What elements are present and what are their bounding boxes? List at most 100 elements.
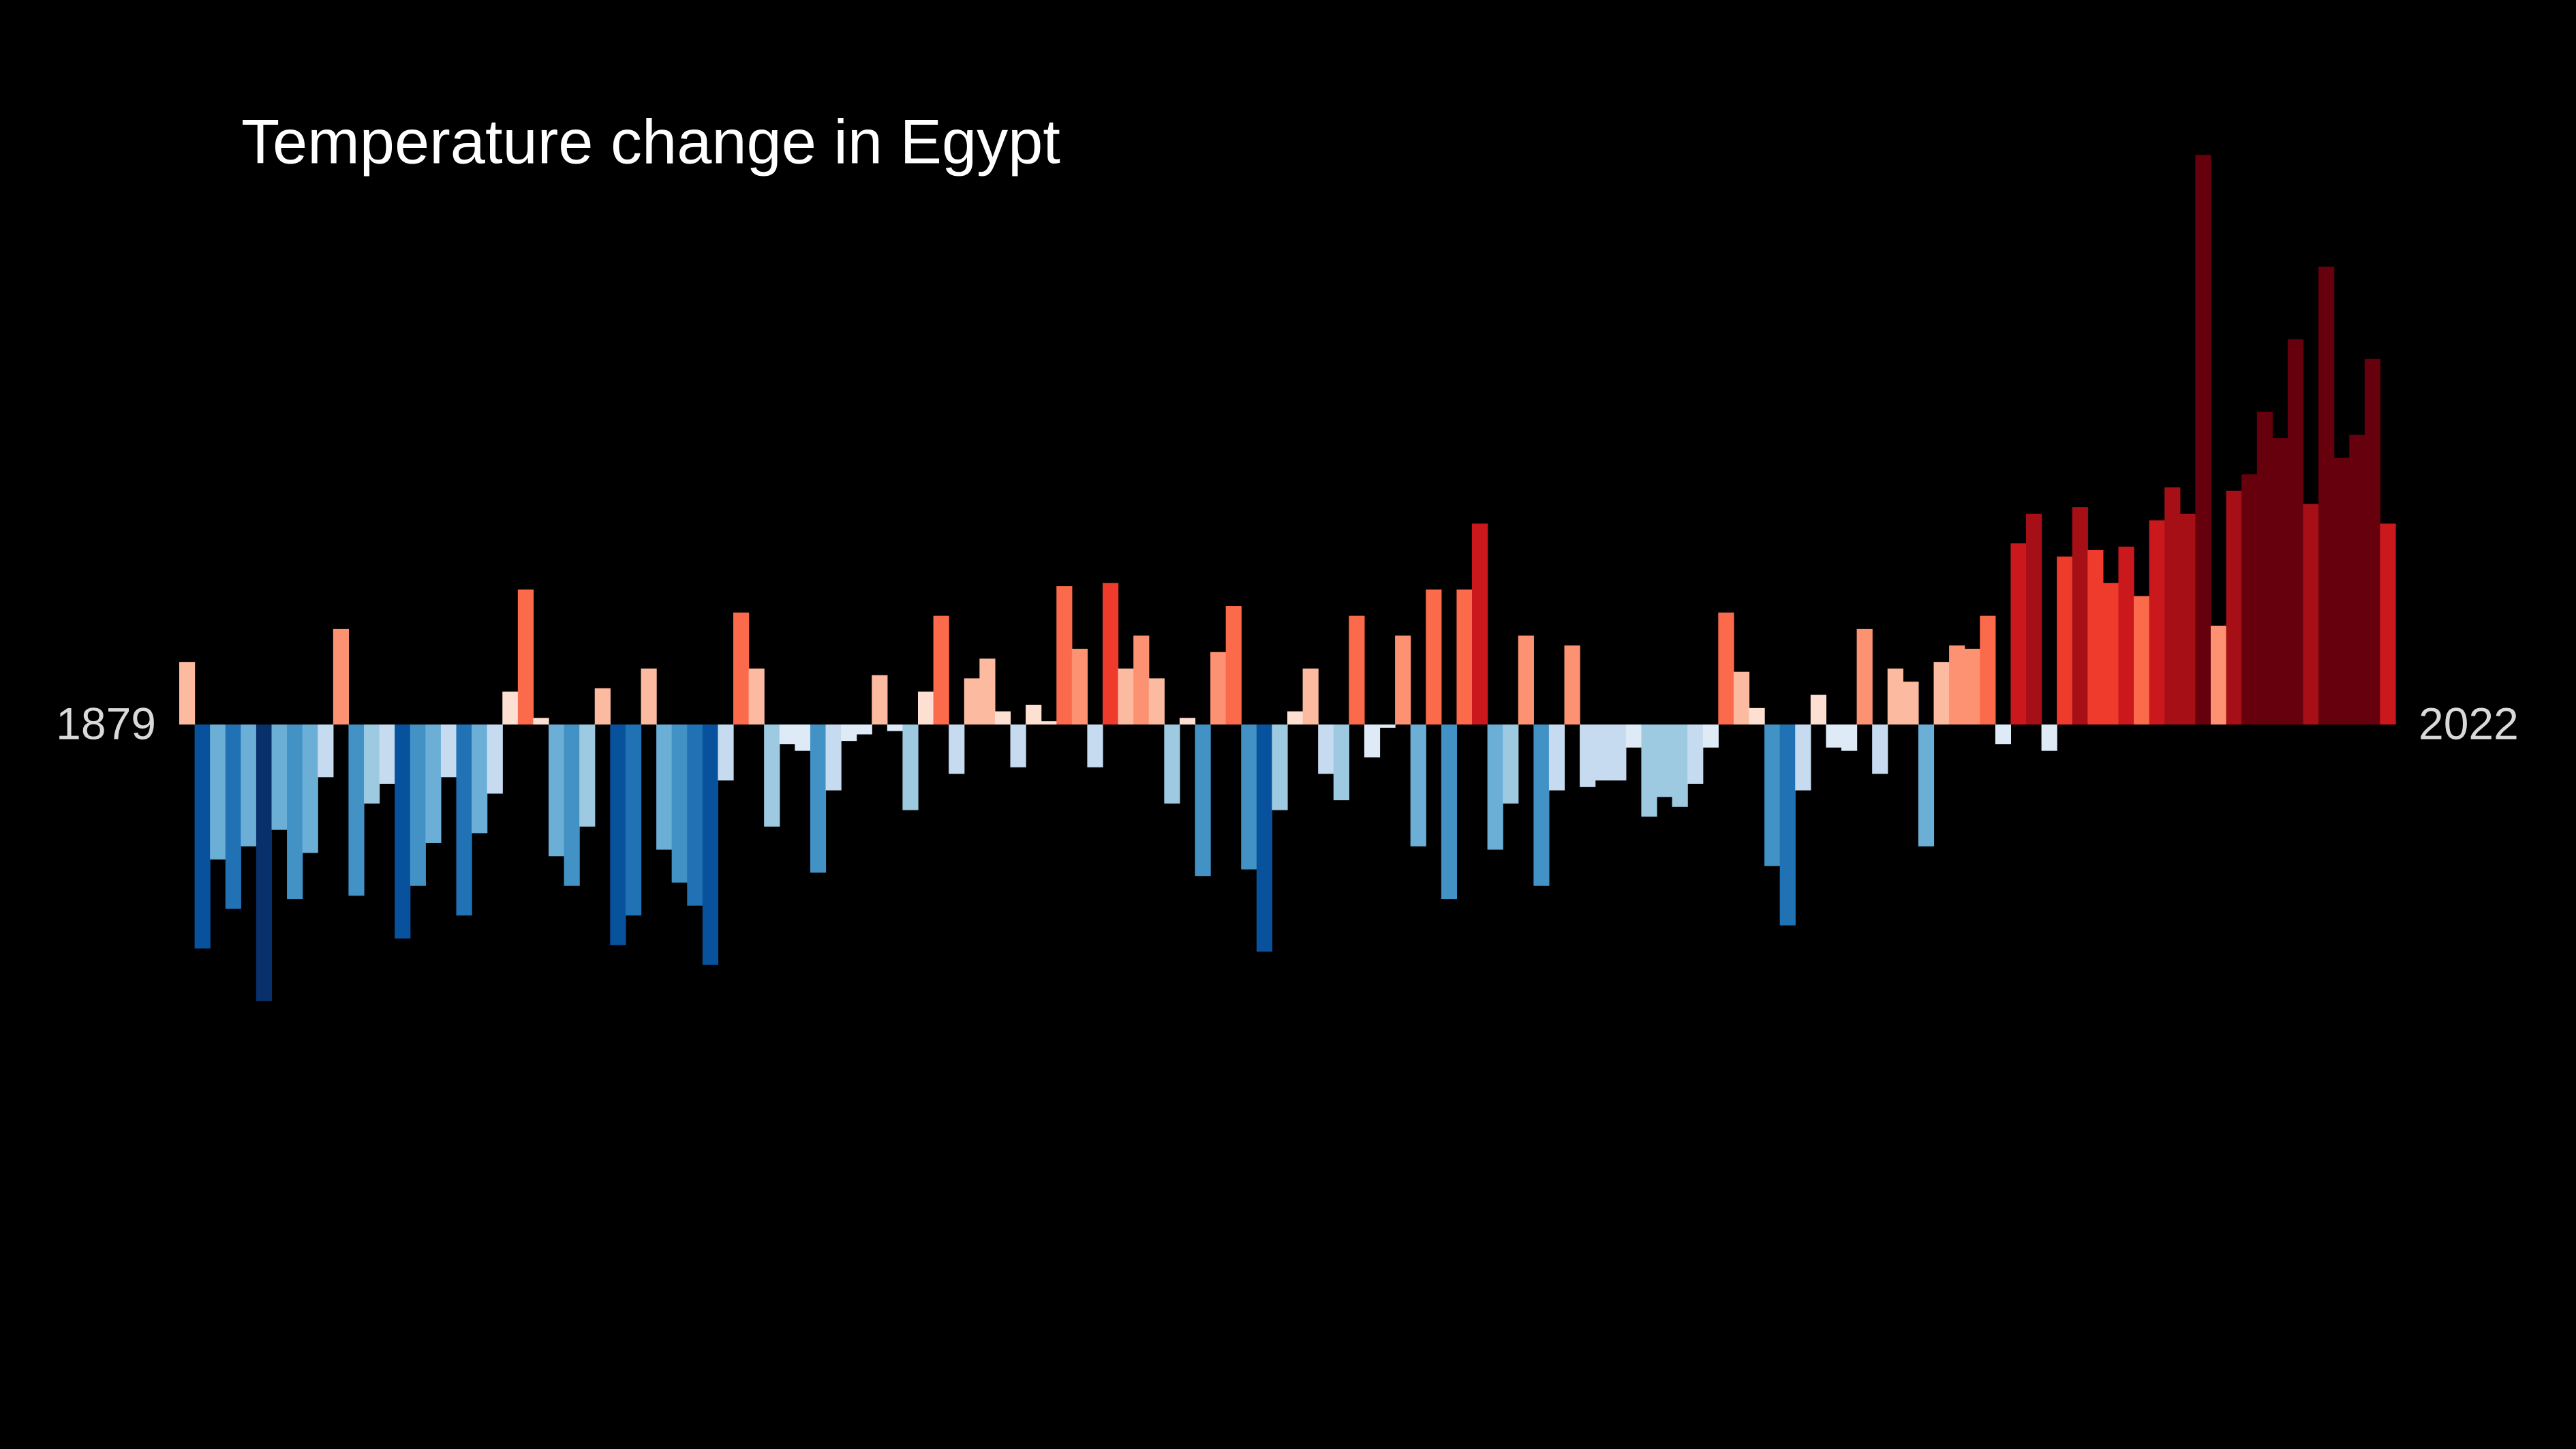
bar: [1133, 635, 1150, 724]
bar: [1672, 724, 1688, 807]
bar: [1657, 724, 1673, 797]
bar: [1810, 695, 1827, 724]
bar: [1933, 662, 1950, 724]
bar: [1472, 523, 1488, 724]
bar: [1980, 615, 1996, 724]
bar: [1548, 724, 1565, 791]
bar: [641, 668, 657, 724]
bar: [2102, 583, 2119, 724]
bar: [1272, 724, 1288, 810]
bar: [1964, 648, 1980, 724]
bar: [1903, 682, 1919, 724]
bar: [579, 724, 596, 827]
bar: [1610, 724, 1627, 781]
bar: [1087, 724, 1103, 767]
bar: [348, 724, 365, 896]
bar: [856, 724, 872, 735]
bar: [1041, 721, 1057, 724]
bar: [2211, 626, 2227, 724]
bar: [1225, 606, 1242, 724]
bar: [1179, 718, 1196, 724]
bar: [1487, 724, 1503, 850]
bar: [395, 724, 411, 939]
bar: [1887, 668, 1903, 724]
bar: [1856, 628, 1873, 724]
x-tick-label: 1879: [56, 698, 156, 748]
bar: [748, 668, 765, 724]
bar: [1995, 724, 2012, 744]
bar: [779, 724, 795, 744]
bar: [2179, 513, 2196, 724]
bar: [517, 589, 534, 724]
bar: [2303, 504, 2319, 724]
bar: [1564, 645, 1580, 724]
bar: [2333, 457, 2350, 724]
bar: [610, 724, 626, 945]
bar: [410, 724, 426, 886]
bar: [733, 612, 750, 724]
bar: [194, 724, 211, 949]
bar: [1364, 724, 1381, 758]
bar: [1872, 724, 1888, 774]
bar: [533, 718, 549, 724]
bar: [502, 691, 519, 724]
bar: [1918, 724, 1935, 846]
bar: [425, 724, 442, 843]
bar: [2195, 155, 2211, 724]
bar: [2318, 266, 2335, 724]
bar: [1503, 724, 1519, 804]
bar: [210, 724, 226, 860]
chart-title: Temperature change in Egypt: [241, 107, 1060, 177]
bar: [2364, 359, 2381, 724]
bar: [1071, 648, 1088, 724]
bar: [549, 724, 565, 857]
bar: [1841, 724, 1858, 751]
bar: [594, 688, 611, 724]
bar: [825, 724, 842, 791]
bar: [1010, 724, 1026, 767]
bar: [379, 724, 395, 784]
bar: [472, 724, 488, 834]
bar: [2226, 490, 2242, 724]
bar: [564, 724, 580, 886]
bar: [1349, 615, 1365, 724]
bar: [1318, 724, 1334, 774]
x-tick-label: 2022: [2419, 698, 2519, 748]
bar: [2287, 339, 2304, 725]
bar: [1456, 589, 1473, 724]
bar: [810, 724, 827, 873]
bar: [1749, 707, 1765, 724]
bar: [841, 724, 857, 742]
bar: [933, 615, 949, 724]
bar: [333, 628, 350, 724]
bar: [1764, 724, 1781, 866]
bar: [1949, 645, 1965, 724]
bar: [671, 724, 688, 883]
bar: [1195, 724, 1211, 876]
bar: [2010, 543, 2027, 724]
bar: [1164, 724, 1180, 804]
bar: [1595, 724, 1611, 781]
bar: [2087, 549, 2104, 724]
bar: [1625, 724, 1642, 748]
bar: [1118, 668, 1134, 724]
bar: [2026, 513, 2042, 724]
bar: [1702, 724, 1719, 748]
bar: [1795, 724, 1811, 791]
bar: [241, 724, 257, 846]
bar: [718, 724, 734, 781]
bar: [1210, 652, 1227, 724]
bar: [225, 724, 241, 909]
bar: [1826, 724, 1842, 748]
bar: [702, 724, 719, 965]
bar: [2134, 596, 2150, 724]
bar: [1103, 583, 1119, 724]
bar: [1533, 724, 1550, 886]
bar: [1395, 635, 1411, 724]
bar: [440, 724, 457, 778]
bar: [1056, 586, 1073, 724]
bar: [949, 724, 965, 774]
bar: [1426, 589, 1442, 724]
bar: [1287, 711, 1304, 724]
